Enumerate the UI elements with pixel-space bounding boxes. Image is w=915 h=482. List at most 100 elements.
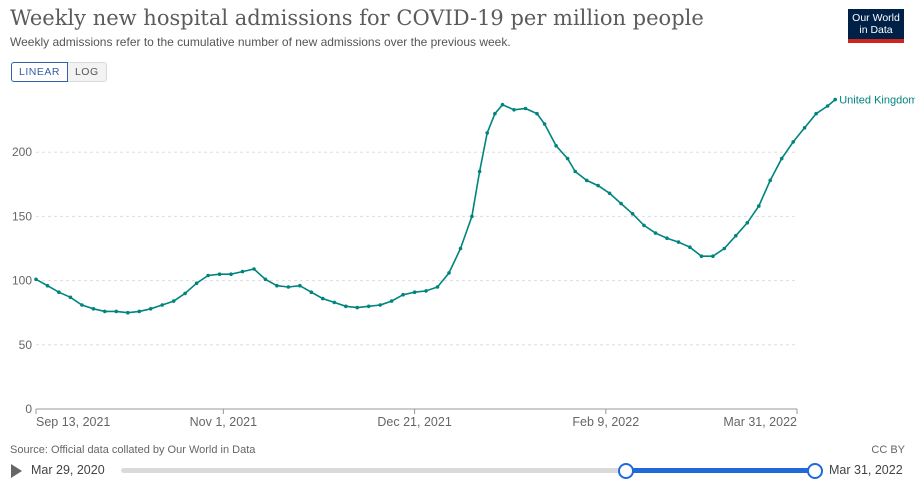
x-tick-label: Mar 31, 2022 xyxy=(723,415,797,429)
data-point xyxy=(298,283,302,288)
data-point xyxy=(554,144,558,148)
chart-title: Weekly new hospital admissions for COVID… xyxy=(10,6,704,30)
data-point xyxy=(607,191,612,196)
y-axis-ticks: 0 50 100 150 200 xyxy=(12,145,32,416)
data-point xyxy=(485,131,490,135)
data-point xyxy=(779,156,784,161)
data-point xyxy=(523,106,528,111)
timeline-end-handle[interactable] xyxy=(807,463,823,479)
data-point xyxy=(493,111,497,116)
data-point xyxy=(206,273,210,278)
data-point xyxy=(825,104,830,108)
data-point xyxy=(814,111,818,116)
data-point xyxy=(309,290,314,295)
data-point xyxy=(653,231,658,235)
data-point xyxy=(45,283,50,288)
data-point xyxy=(389,299,394,303)
timeline-track[interactable] xyxy=(121,468,815,473)
timeline-start-label: Mar 29, 2020 xyxy=(31,463,105,477)
data-point xyxy=(596,183,600,188)
line-chart: 0 50 100 150 200 Sep 13, 2021 Nov 1, 2021 Dec … xyxy=(12,95,915,429)
owid-logo[interactable]: Our World in Data xyxy=(848,9,904,43)
y-tick-label: 0 xyxy=(25,402,32,416)
data-point xyxy=(688,245,692,249)
data-point xyxy=(401,292,405,297)
data-point xyxy=(148,307,153,311)
x-tick-label: Dec 21, 2021 xyxy=(377,415,451,429)
timeline-selected-range[interactable] xyxy=(625,468,814,473)
data-point xyxy=(424,289,428,293)
data-point xyxy=(435,285,440,289)
data-point xyxy=(833,97,837,102)
data-point xyxy=(477,169,482,174)
data-point xyxy=(458,246,463,251)
data-point xyxy=(470,214,474,219)
data-point xyxy=(642,223,646,228)
data-point xyxy=(286,285,291,289)
data-point xyxy=(80,303,84,307)
x-tick-label: Feb 9, 2022 xyxy=(572,415,639,429)
data-point xyxy=(565,156,570,161)
source-note: Source: Official data collated by Our Wo… xyxy=(10,444,256,456)
logo-line-2: in Data xyxy=(859,24,893,36)
logo-line-1: Our World xyxy=(852,12,900,24)
y-tick-label: 150 xyxy=(12,209,32,223)
data-point xyxy=(791,140,795,144)
data-point xyxy=(263,277,268,282)
data-point xyxy=(34,277,38,282)
x-tick-label: Nov 1, 2021 xyxy=(190,415,257,429)
chart-subtitle: Weekly admissions refer to the cumulativ… xyxy=(10,35,511,49)
data-point xyxy=(447,271,451,275)
data-point xyxy=(252,267,256,271)
data-point xyxy=(366,304,371,309)
data-point xyxy=(114,309,119,314)
data-point xyxy=(722,246,727,251)
series-layer: United Kingdom xyxy=(34,95,915,315)
data-point xyxy=(126,310,130,315)
data-point xyxy=(91,307,96,311)
series-label: United Kingdom xyxy=(839,95,915,107)
data-point xyxy=(171,299,176,303)
timeline-start-handle[interactable] xyxy=(618,463,634,479)
data-point xyxy=(160,303,164,307)
data-point xyxy=(584,178,589,183)
x-axis: Sep 13, 2021 Nov 1, 2021 Dec 21, 2021 Feb 9… xyxy=(35,408,798,429)
data-point xyxy=(745,221,750,225)
data-point xyxy=(355,305,360,310)
data-point xyxy=(240,269,245,274)
scale-toggle: LINEAR LOG xyxy=(11,62,107,82)
data-point xyxy=(275,283,279,288)
data-point xyxy=(194,281,199,286)
data-point xyxy=(229,272,233,277)
data-point xyxy=(711,254,715,258)
play-icon[interactable] xyxy=(11,464,22,478)
data-point xyxy=(412,290,417,295)
y-tick-label: 100 xyxy=(12,274,32,288)
linear-scale-button[interactable]: LINEAR xyxy=(11,62,68,82)
y-tick-label: 50 xyxy=(19,338,33,352)
timeline-slider: Mar 29, 2020 Mar 31, 2022 xyxy=(0,458,915,482)
data-point xyxy=(378,303,383,307)
data-point xyxy=(512,108,516,112)
data-point xyxy=(183,291,187,296)
data-point xyxy=(57,290,61,295)
license-label[interactable]: CC BY xyxy=(871,444,905,456)
data-point xyxy=(500,102,505,107)
grid-lines xyxy=(36,151,797,346)
data-point xyxy=(757,204,761,208)
data-point xyxy=(542,122,547,126)
y-tick-label: 200 xyxy=(12,145,32,159)
data-point xyxy=(535,111,539,116)
data-point xyxy=(217,272,222,277)
data-point xyxy=(573,169,577,174)
data-point xyxy=(332,300,337,305)
data-point xyxy=(103,309,107,314)
data-point xyxy=(734,233,738,238)
data-point xyxy=(768,178,772,183)
data-point xyxy=(676,240,681,244)
log-scale-button[interactable]: LOG xyxy=(67,62,107,82)
data-point xyxy=(344,304,348,309)
data-point xyxy=(665,236,669,240)
data-point xyxy=(630,212,635,216)
timeline-end-label: Mar 31, 2022 xyxy=(829,463,903,477)
